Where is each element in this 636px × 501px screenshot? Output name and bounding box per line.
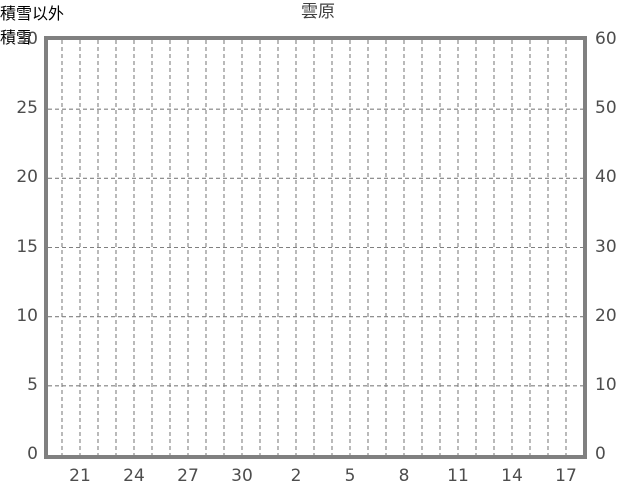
x-tick-30: 30 bbox=[231, 466, 253, 486]
x-tick-14: 14 bbox=[501, 466, 523, 486]
x-tick-11: 11 bbox=[447, 466, 469, 486]
right-tick-40: 40 bbox=[595, 167, 617, 188]
right-tick-50: 50 bbox=[595, 98, 617, 119]
x-tick-17: 17 bbox=[555, 466, 577, 486]
left-tick-30: 30 bbox=[16, 29, 38, 49]
right-axis-title: 積雪 bbox=[0, 28, 33, 47]
left-axis-tick-labels: 30 25 20 15 10 5 0 bbox=[0, 0, 44, 501]
x-tick-2: 2 bbox=[290, 466, 302, 486]
left-tick-15: 15 bbox=[16, 236, 38, 257]
right-tick-60: 60 bbox=[595, 29, 617, 49]
left-tick-10: 10 bbox=[16, 305, 38, 326]
plot-area bbox=[44, 36, 587, 459]
right-tick-0: 0 bbox=[595, 444, 606, 464]
left-axis-title: 積雪以外 bbox=[0, 4, 65, 23]
left-tick-20: 20 bbox=[16, 167, 38, 188]
right-tick-10: 10 bbox=[595, 374, 617, 395]
x-tick-21: 21 bbox=[69, 466, 91, 486]
left-tick-5: 5 bbox=[27, 374, 38, 395]
right-tick-20: 20 bbox=[595, 305, 617, 326]
x-tick-5: 5 bbox=[344, 466, 356, 486]
x-tick-27: 27 bbox=[177, 466, 199, 486]
x-tick-8: 8 bbox=[398, 466, 410, 486]
left-tick-25: 25 bbox=[16, 98, 38, 119]
right-axis-tick-labels: 60 50 40 30 20 10 0 bbox=[591, 0, 636, 501]
grid-lines bbox=[48, 40, 583, 455]
x-tick-24: 24 bbox=[123, 466, 145, 486]
right-tick-30: 30 bbox=[595, 236, 617, 257]
chart-title: 雲原 bbox=[301, 2, 335, 22]
left-tick-0: 0 bbox=[27, 444, 38, 464]
